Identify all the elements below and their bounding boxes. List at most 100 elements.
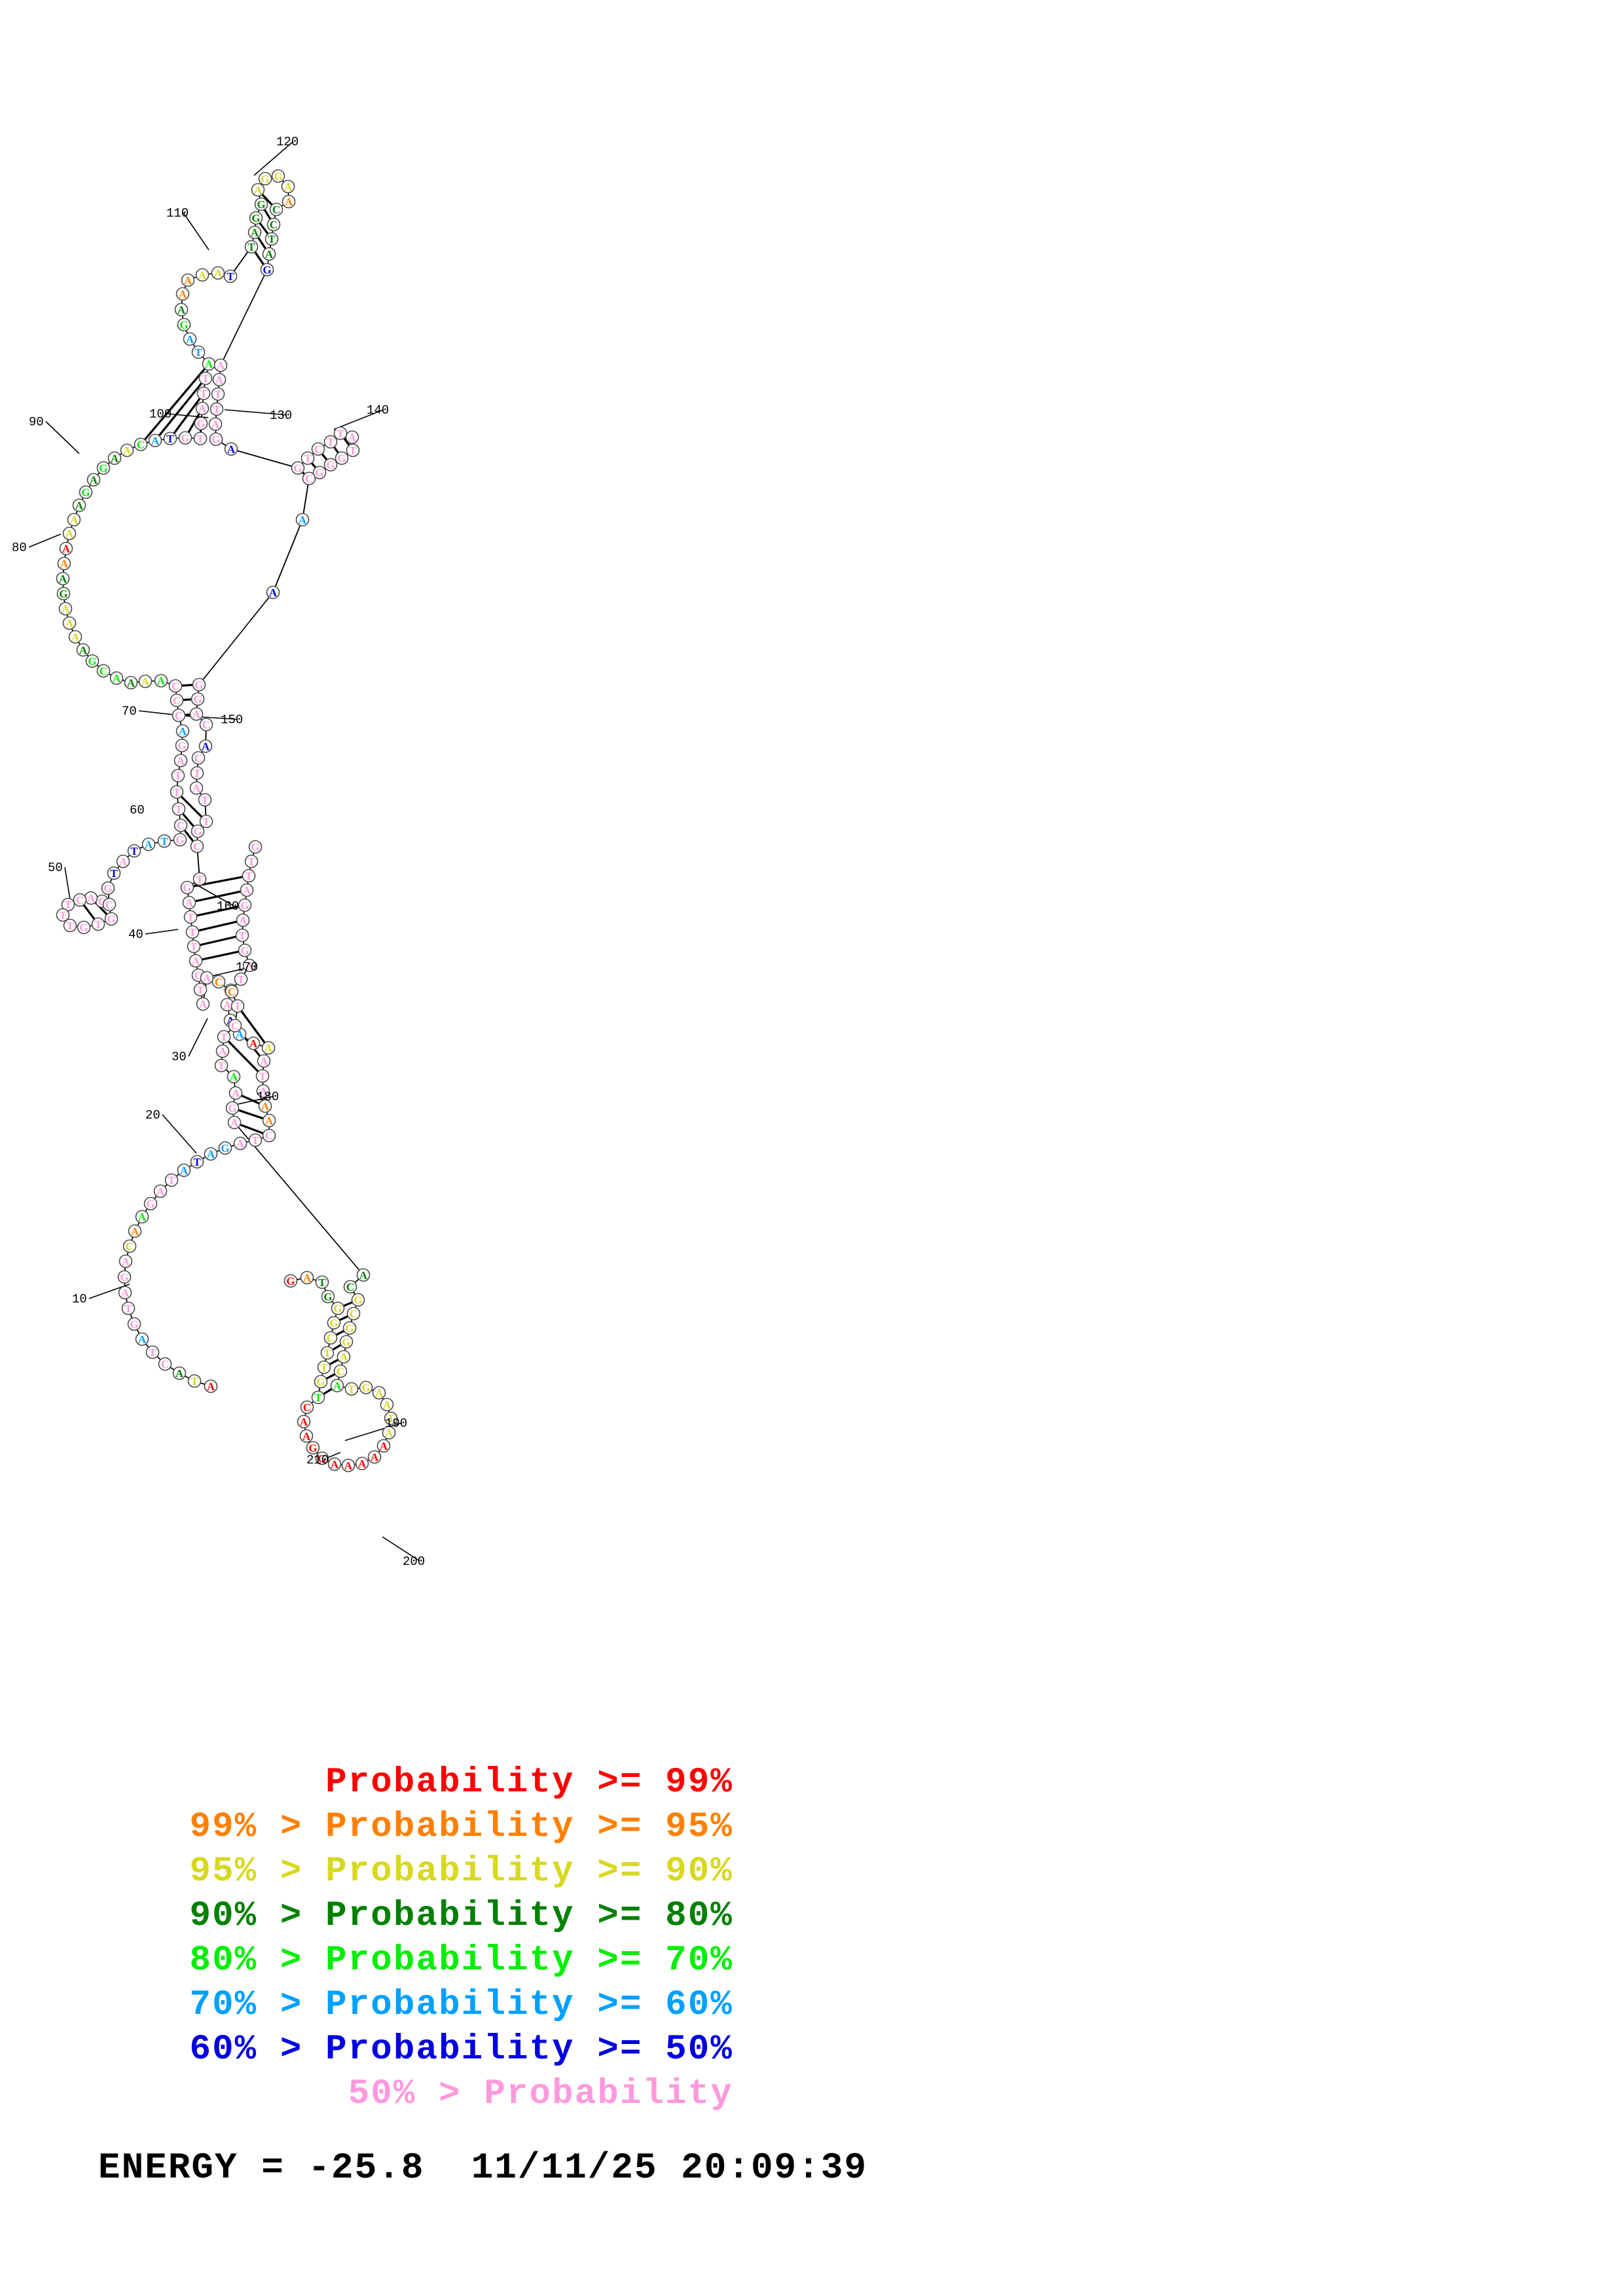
nucleotide: A — [281, 179, 295, 194]
nucleotide-letter: T — [175, 803, 183, 816]
base-pair-bond — [343, 1301, 353, 1307]
base-pair-bond — [240, 1123, 264, 1135]
nucleotide-circle — [227, 1115, 242, 1130]
base-pair-bond — [333, 446, 339, 454]
index-label: 160 — [217, 899, 239, 914]
nucleotide: G — [56, 586, 71, 601]
nucleotide-letter: A — [90, 474, 98, 486]
nucleotide-letter: G — [81, 486, 90, 499]
nucleotide-letter: G — [211, 433, 220, 446]
nucleotide: A — [135, 1210, 149, 1224]
nucleotide-circle — [240, 883, 254, 897]
nucleotide-letter: T — [245, 870, 253, 882]
nucleotide-circle — [72, 498, 86, 512]
nucleotide-circle — [85, 654, 100, 668]
nucleotide: T — [193, 431, 208, 446]
nucleotide: C — [225, 984, 239, 999]
base-pair-bond — [254, 251, 264, 266]
nucleotide-letter: G — [286, 1275, 295, 1287]
nucleotide-circle — [67, 512, 81, 527]
nucleotide: G — [342, 1321, 357, 1335]
nucleotide: A — [204, 1147, 218, 1161]
nucleotide: T — [199, 814, 213, 829]
nucleotide: A — [382, 1426, 396, 1440]
nucleotide-letter: A — [123, 444, 132, 457]
nucleotide: A — [376, 1439, 391, 1453]
nucleotide-letter: G — [175, 834, 184, 846]
nucleotide-circle — [343, 1280, 357, 1294]
nucleotide: C — [158, 1357, 172, 1371]
backbone-bond — [238, 1126, 360, 1271]
nucleotide-circle — [63, 918, 77, 933]
nucleotide: G — [254, 197, 268, 211]
nucleotide-circle — [107, 451, 122, 465]
backbone-bond — [236, 450, 293, 467]
nucleotide-circle — [118, 1285, 132, 1300]
nucleotide: C — [96, 664, 111, 678]
nucleotide: T — [198, 371, 213, 386]
index-label: 80 — [12, 541, 27, 555]
nucleotide-circle — [218, 1141, 232, 1155]
nucleotide: A — [189, 707, 204, 721]
nucleotide-letter: C — [172, 680, 179, 692]
nucleotide: T — [255, 1069, 270, 1083]
legend-row-60: 70% > Probability >= 60% — [189, 1985, 733, 2025]
nucleotide: A — [172, 1366, 187, 1380]
nucleotide-letter: A — [119, 855, 128, 868]
nucleotide: T — [157, 834, 172, 848]
nucleotide-circle — [215, 1044, 230, 1058]
index-leader-line — [253, 141, 294, 176]
nucleotide: G — [209, 432, 223, 446]
backbone-bond — [202, 596, 270, 681]
nucleotide-circle — [283, 1274, 298, 1288]
nucleotide: C — [323, 1331, 338, 1345]
nucleotide-circle — [315, 1275, 329, 1289]
nucleotide: A — [72, 498, 86, 512]
nucleotide-circle — [61, 897, 75, 912]
nucleotide: G — [177, 317, 191, 332]
nucleotide-letter: G — [337, 452, 346, 465]
nucleotide-letter: C — [193, 840, 201, 853]
base-pair-bond — [143, 368, 206, 440]
nucleotide-letter: A — [265, 1115, 274, 1127]
nucleotide-letter: G — [146, 1198, 155, 1210]
nucleotide-circle — [191, 751, 206, 765]
backbone-bond — [221, 442, 227, 446]
nucleotide: G — [315, 1451, 329, 1465]
index-leader-line — [45, 421, 80, 454]
nucleotide-letter: A — [205, 358, 213, 370]
nucleotide-circle — [330, 1378, 344, 1393]
nucleotide-letter: G — [88, 655, 96, 668]
nucleotide-letter: C — [105, 899, 113, 911]
nucleotide: A — [62, 526, 77, 541]
base-pair-bond — [259, 222, 269, 235]
nucleotide-circle — [175, 724, 190, 738]
nucleotide-letter: C — [327, 1332, 335, 1344]
nucleotide-circle — [337, 1350, 351, 1364]
nucleotide-circle — [172, 708, 186, 723]
nucleotide-letter: A — [141, 675, 150, 688]
nucleotide-circle — [262, 1128, 276, 1143]
nucleotide-letter: T — [149, 1346, 156, 1359]
nucleotide: T — [107, 866, 121, 880]
nucleotide-letter: C — [175, 709, 183, 722]
nucleotide-letter: A — [60, 558, 69, 570]
nucleotide-letter: C — [265, 1130, 273, 1142]
nucleotide-letter: A — [254, 184, 263, 196]
nucleotide: A — [173, 753, 188, 768]
index-label: 130 — [270, 408, 292, 423]
nucleotide-letter: C — [161, 1358, 169, 1371]
nucleotide-letter: A — [249, 1037, 258, 1050]
nucleotide: T — [315, 1275, 329, 1289]
nucleotide-circle — [262, 1113, 276, 1128]
nucleotide: T — [211, 387, 225, 401]
nucleotide: A — [240, 883, 254, 897]
nucleotide-letter: C — [337, 1365, 344, 1378]
nucleotide-letter: T — [349, 444, 357, 457]
nucleotide-circle — [198, 793, 212, 807]
nucleotide: G — [238, 898, 252, 912]
nucleotide-circle — [258, 1099, 272, 1113]
nucleotide-circle — [333, 426, 348, 440]
energy-timestamp-line: ENERGY = -25.8 11/11/25 20:09:39 — [98, 2147, 867, 2189]
nucleotide-letter: A — [127, 677, 136, 689]
